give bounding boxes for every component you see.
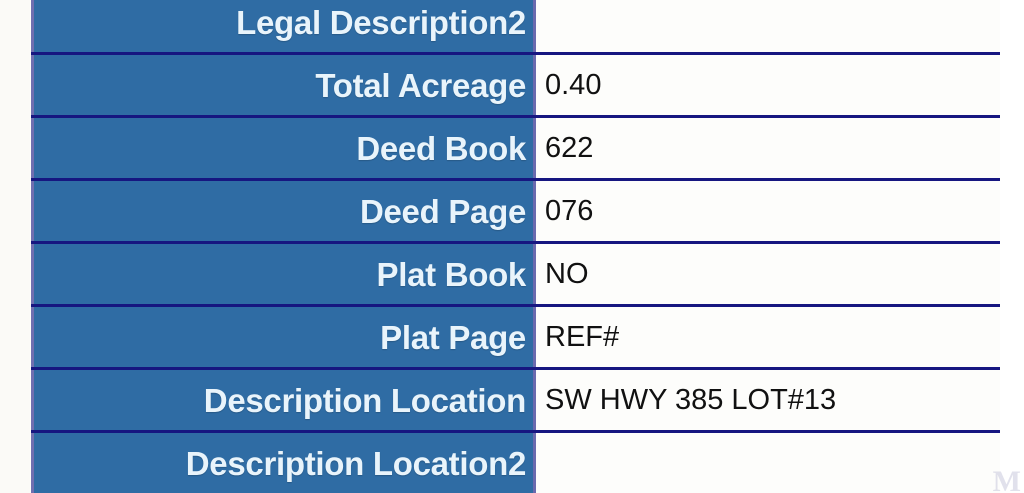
page-left-margin: [0, 0, 30, 493]
field-value-text: 622: [545, 131, 594, 164]
field-value-text: 0.40: [545, 68, 602, 101]
table-row: Plat Book NO: [32, 241, 1017, 307]
page-right-margin: [1000, 0, 1024, 493]
table-row: Plat Page REF#: [32, 304, 1017, 370]
table-row: Deed Book 622: [32, 115, 1017, 181]
property-detail-table: Legal Description2 Total Acreage 0.40 De…: [31, 0, 1018, 493]
table-row: Legal Description2: [32, 0, 1017, 55]
field-label-total-acreage: Total Acreage: [32, 52, 536, 118]
field-value-text: REF#: [545, 320, 620, 353]
field-value-text: NO: [545, 257, 589, 290]
field-label-legal-description2: Legal Description2: [32, 0, 536, 55]
field-label-text: Plat Page: [380, 318, 526, 356]
field-value-legal-description2[interactable]: [534, 0, 1017, 55]
field-label-deed-page: Deed Page: [32, 178, 536, 244]
field-label-description-location: Description Location: [32, 367, 536, 433]
field-value-description-location[interactable]: SW HWY 385 LOT#13: [534, 367, 1017, 433]
field-value-plat-page[interactable]: REF#: [534, 304, 1017, 370]
field-label-description-location2: Description Location2: [32, 430, 536, 493]
field-label-text: Deed Page: [359, 192, 526, 230]
table-row: Description Location SW HWY 385 LOT#13: [32, 367, 1017, 433]
field-value-total-acreage[interactable]: 0.40: [534, 52, 1017, 118]
field-value-description-location2[interactable]: [534, 430, 1017, 493]
table-row: Total Acreage 0.40: [32, 52, 1017, 118]
field-value-plat-book[interactable]: NO: [534, 241, 1017, 307]
field-label-text: Deed Book: [356, 129, 526, 167]
field-label-plat-page: Plat Page: [32, 304, 536, 370]
field-label-deed-book: Deed Book: [32, 115, 536, 181]
table-row: Description Location2: [32, 430, 1017, 493]
field-label-text: Legal Description2: [236, 3, 526, 41]
field-value-deed-page[interactable]: 076: [534, 178, 1017, 244]
field-value-text: 076: [545, 194, 594, 227]
table-row: Deed Page 076: [32, 178, 1017, 244]
property-detail-table-body: Legal Description2 Total Acreage 0.40 De…: [32, 0, 1017, 493]
field-value-text: SW HWY 385 LOT#13: [545, 383, 837, 416]
field-label-text: Plat Book: [376, 255, 527, 293]
field-label-text: Description Location: [203, 381, 527, 419]
field-label-plat-book: Plat Book: [32, 241, 536, 307]
field-value-deed-book[interactable]: 622: [534, 115, 1017, 181]
field-label-text: Total Acreage: [315, 66, 526, 104]
field-label-text: Description Location2: [185, 444, 527, 482]
